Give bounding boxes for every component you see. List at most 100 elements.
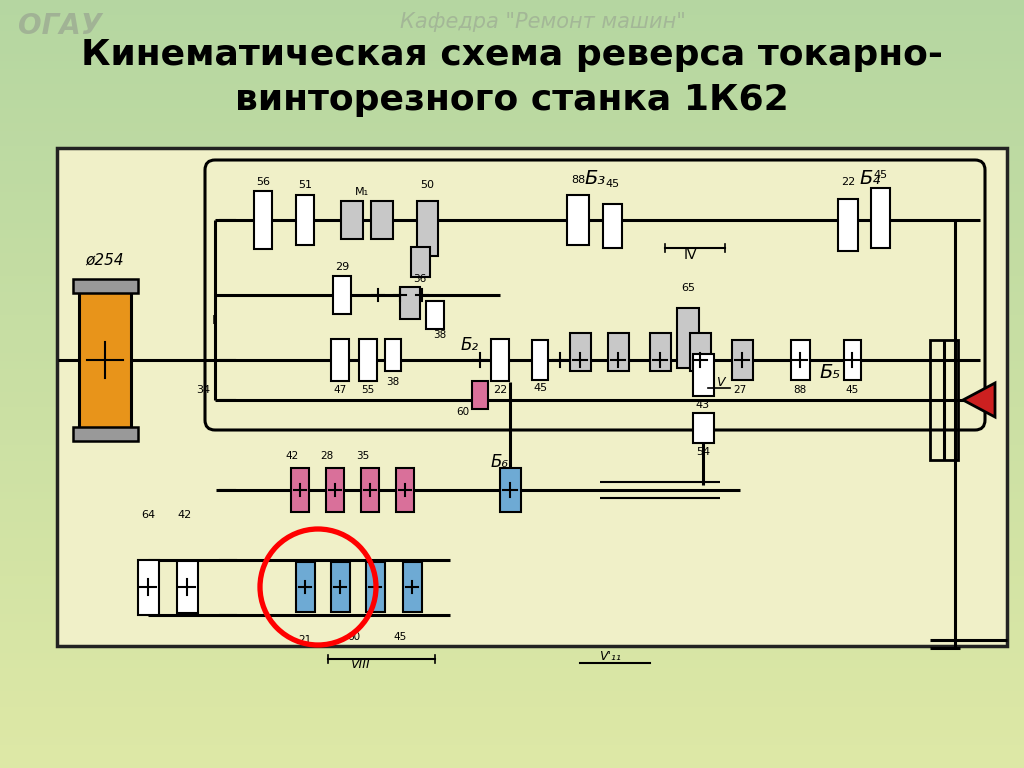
Text: 29: 29 — [335, 262, 349, 272]
Text: I: I — [211, 313, 215, 326]
Bar — [0, 15, 1024, 23]
Bar — [57, 148, 1007, 646]
Bar — [0, 330, 1024, 338]
Bar — [396, 468, 414, 512]
Bar — [0, 38, 1024, 46]
Bar — [844, 340, 860, 380]
Text: 28: 28 — [321, 451, 334, 461]
Text: 45: 45 — [532, 383, 547, 393]
Bar — [0, 476, 1024, 484]
Text: 45: 45 — [846, 385, 859, 395]
Text: 21: 21 — [298, 635, 311, 645]
Text: IV: IV — [683, 248, 696, 262]
Bar — [366, 562, 384, 612]
Text: 54: 54 — [696, 447, 710, 457]
Bar — [254, 191, 272, 249]
Bar — [0, 553, 1024, 561]
Text: Б₆: Б₆ — [490, 453, 509, 471]
Bar — [0, 177, 1024, 184]
Bar — [0, 184, 1024, 192]
Bar — [649, 333, 671, 371]
Bar — [0, 292, 1024, 300]
Bar — [0, 300, 1024, 307]
Bar — [0, 384, 1024, 392]
Bar — [692, 354, 714, 396]
Bar — [0, 538, 1024, 545]
Bar — [0, 584, 1024, 591]
Bar — [0, 315, 1024, 323]
Bar — [331, 339, 349, 381]
Bar — [0, 438, 1024, 445]
Bar — [472, 381, 488, 409]
Bar — [0, 84, 1024, 92]
Bar — [0, 100, 1024, 108]
Bar — [0, 8, 1024, 15]
Bar — [689, 333, 711, 371]
Text: 22: 22 — [841, 177, 855, 187]
Bar — [567, 195, 589, 245]
Text: Б₅: Б₅ — [819, 362, 841, 382]
Bar — [731, 340, 753, 380]
Bar — [602, 204, 622, 248]
Text: 60: 60 — [347, 632, 360, 642]
Text: 55: 55 — [361, 385, 375, 395]
Bar — [0, 737, 1024, 745]
Bar — [0, 745, 1024, 753]
Bar — [361, 468, 379, 512]
Text: 42: 42 — [286, 451, 299, 461]
Bar — [0, 323, 1024, 330]
Bar — [0, 361, 1024, 369]
Bar — [0, 614, 1024, 622]
Text: 50: 50 — [420, 180, 434, 190]
Bar — [0, 131, 1024, 138]
Text: Б₂: Б₂ — [461, 336, 479, 354]
Text: 22: 22 — [493, 385, 507, 395]
Bar — [73, 427, 137, 441]
Bar — [333, 276, 351, 314]
Bar — [0, 645, 1024, 653]
Bar — [0, 138, 1024, 146]
Bar — [0, 630, 1024, 637]
Bar — [0, 722, 1024, 730]
Bar — [0, 753, 1024, 760]
Bar — [0, 115, 1024, 123]
Bar — [500, 468, 520, 512]
Bar — [0, 200, 1024, 207]
Bar — [0, 238, 1024, 246]
Bar — [0, 637, 1024, 645]
Bar — [0, 422, 1024, 430]
Bar — [0, 169, 1024, 177]
Text: V: V — [716, 376, 724, 389]
Bar — [0, 253, 1024, 261]
Bar — [0, 161, 1024, 169]
Bar — [0, 146, 1024, 154]
Bar — [0, 699, 1024, 707]
Bar — [0, 338, 1024, 346]
Bar — [0, 561, 1024, 568]
Bar — [0, 568, 1024, 576]
Bar — [0, 46, 1024, 54]
Text: 88: 88 — [794, 385, 807, 395]
Bar — [296, 562, 314, 612]
Bar — [176, 561, 198, 613]
Bar — [0, 276, 1024, 284]
Bar — [73, 279, 137, 293]
Text: 88: 88 — [570, 175, 585, 185]
Bar — [0, 269, 1024, 276]
Bar — [0, 246, 1024, 253]
Bar — [0, 691, 1024, 699]
Text: ОГАУ: ОГАУ — [18, 12, 102, 40]
Text: ø254: ø254 — [86, 253, 124, 267]
Bar — [870, 188, 890, 248]
Bar — [0, 668, 1024, 676]
Bar — [0, 376, 1024, 384]
Text: 45: 45 — [393, 632, 407, 642]
Bar — [532, 340, 548, 380]
Bar — [0, 31, 1024, 38]
Bar — [0, 230, 1024, 238]
Bar — [0, 599, 1024, 607]
Bar — [0, 369, 1024, 376]
Bar — [0, 407, 1024, 415]
Bar — [0, 77, 1024, 84]
Bar — [607, 333, 629, 371]
